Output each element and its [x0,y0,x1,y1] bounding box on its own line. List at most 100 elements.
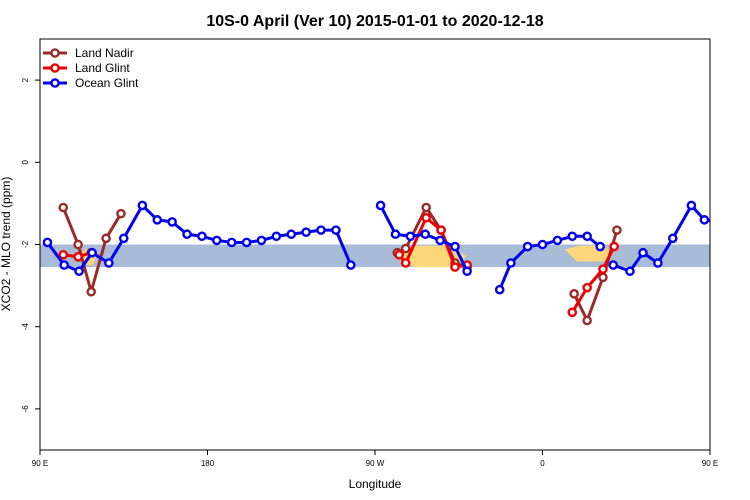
data-point [86,286,96,297]
data-point [608,260,619,270]
data-point [494,284,505,295]
data-point [104,258,114,268]
data-point [569,289,579,299]
series-line [733,253,750,257]
data-point [567,307,578,318]
data-point [625,266,635,277]
data-point [394,249,404,260]
data-point [167,217,177,227]
data-point [118,233,129,244]
data-point [716,218,723,225]
data-point [582,315,592,326]
data-point [74,266,84,277]
data-point [436,225,446,235]
data-point [686,200,697,211]
data-point [58,202,69,213]
legend-marker [50,63,60,73]
data-point [152,215,163,225]
data-point [582,282,592,293]
series-line [733,208,750,292]
data-point [400,243,411,254]
data-point [598,272,608,283]
x-tick-label: 0 [540,459,545,468]
data-point [182,229,192,240]
data-point [537,239,548,250]
y-tick-label: -4 [21,323,30,331]
data-point [699,215,710,225]
data-point [462,266,472,277]
data-point [316,225,326,235]
land-patch [727,249,750,265]
data-point [435,235,445,246]
data-point [653,258,663,268]
data-point [450,241,460,252]
legend-label: Land Glint [75,61,130,75]
data-point [400,258,411,268]
data-point [226,237,237,248]
data-point [730,204,737,211]
data-point [609,241,619,252]
series-ocean-glint [42,200,723,295]
data-point [582,231,592,242]
data-point [101,233,111,244]
y-tick-label: 2 [21,77,30,82]
data-point [421,212,431,223]
data-point [59,260,69,270]
data-point [450,262,460,272]
series-line [570,245,616,314]
data-point [598,264,608,274]
data-point [346,260,356,270]
y-tick-label: -6 [21,405,30,413]
data-point [667,233,678,244]
axes: 90 E 180 90 W 0 90 E -6 -4 -2 0 2 [21,77,718,468]
data-point [567,231,578,242]
data-point [405,231,416,242]
data-point [301,227,311,237]
data-point [42,237,53,248]
x-tick-label: 180 [201,459,215,468]
x-tick-label: 90 W [366,459,385,468]
data-point [506,258,516,268]
data-point [197,231,207,242]
ocean-band [40,244,710,268]
legend-item: Ocean Glint [43,76,139,90]
data-point [73,239,83,250]
data-point [595,241,605,252]
x-tick-label: 90 E [702,459,718,468]
data-point [271,231,282,242]
data-point [375,200,386,211]
data-point [421,202,431,213]
data-point [116,208,126,219]
chart-title: 10S-0 April (Ver 10) 2015-01-01 to 2020-… [206,13,543,30]
data-point [241,237,252,248]
y-tick-label: -2 [21,240,30,248]
legend-marker [50,48,60,58]
data-point [256,235,267,246]
data-point [745,253,750,260]
data-point [87,247,97,258]
x-tick-label: 90 E [32,459,48,468]
data-point [612,225,622,235]
data-point [137,200,148,211]
data-point [73,252,83,262]
legend-label: Ocean Glint [75,76,139,90]
legend-label: Land Nadir [75,46,134,60]
data-point [420,229,431,240]
series-layer [42,200,750,326]
data-point [212,235,222,246]
data-point [390,229,401,240]
data-point [745,241,750,248]
x-axis-label: Longitude [349,477,402,491]
legend-item: Land Nadir [43,46,134,60]
data-point [552,235,563,246]
legend-item: Land Glint [43,61,130,75]
data-point [286,229,297,240]
data-point [730,251,737,258]
y-tick-label: 0 [21,160,30,165]
data-point [331,225,341,235]
legend-marker [50,78,60,88]
data-point [58,249,69,260]
